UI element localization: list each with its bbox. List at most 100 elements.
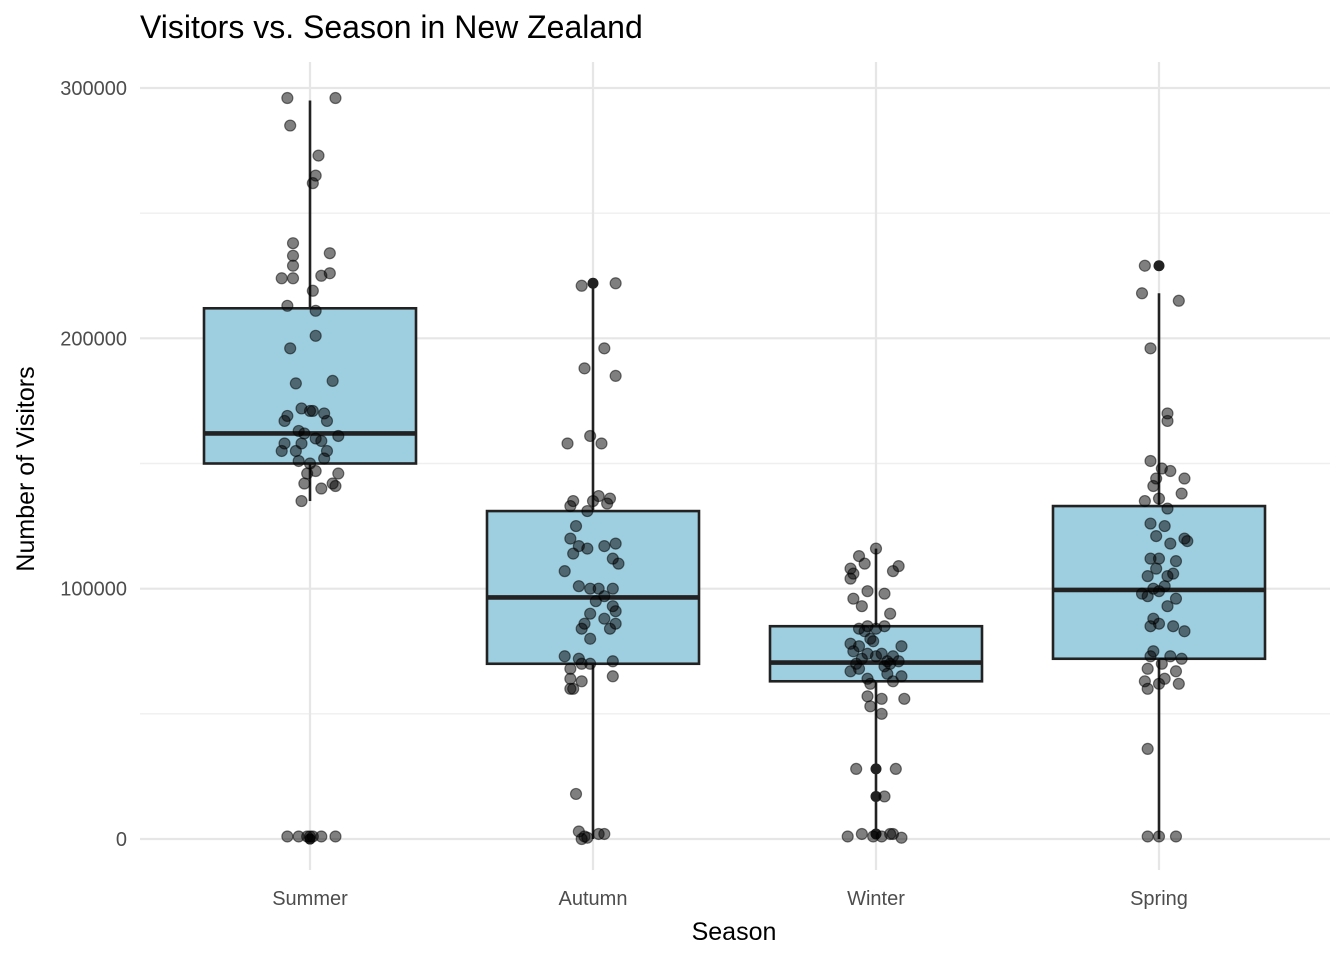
data-point: [309, 329, 322, 342]
data-point: [1169, 555, 1183, 568]
data-point: [1150, 562, 1163, 575]
box-spring: [1051, 260, 1267, 839]
data-point: [569, 519, 583, 533]
data-point: [1161, 502, 1174, 515]
data-point: [1175, 652, 1188, 665]
data-point: [584, 657, 597, 670]
data-point: [1169, 665, 1183, 678]
data-point: [315, 434, 328, 448]
data-point: [318, 452, 331, 465]
data-point: [878, 587, 891, 600]
jitter-points: [275, 91, 1194, 846]
data-point: [572, 580, 585, 593]
data-point: [1138, 259, 1151, 272]
data-point: [869, 542, 883, 555]
data-point: [1135, 587, 1149, 600]
data-point: [332, 467, 345, 480]
data-point: [1164, 537, 1177, 550]
data-point: [1152, 492, 1166, 505]
data-point: [1164, 464, 1177, 478]
x-tick-label: Summer: [272, 888, 348, 910]
data-point: [306, 177, 319, 190]
data-point: [861, 690, 874, 703]
data-point: [886, 565, 900, 578]
data-point: [875, 707, 888, 720]
data-point: [1172, 677, 1185, 690]
data-point: [286, 237, 300, 250]
data-point: [852, 622, 866, 635]
data-point: [309, 304, 322, 317]
data-point: [847, 645, 860, 658]
data-point: [869, 622, 883, 635]
data-point: [884, 827, 897, 841]
data-point: [606, 655, 619, 668]
data-point: [315, 482, 328, 495]
data-point: [609, 537, 622, 550]
box-autumn: [485, 277, 701, 839]
data-point: [323, 247, 336, 260]
y-axis-ticks: 0 100000 200000 300000: [60, 78, 127, 851]
data-point: [329, 91, 342, 105]
data-point: [1164, 650, 1177, 663]
data-point: [286, 259, 300, 272]
y-tick-label: 200000: [60, 328, 127, 350]
data-point: [581, 542, 594, 555]
data-point: [1152, 585, 1166, 598]
data-point: [878, 790, 891, 803]
data-point: [1152, 677, 1166, 690]
data-point: [292, 454, 305, 468]
data-point: [575, 279, 588, 292]
data-point: [584, 632, 597, 645]
data-point: [323, 267, 336, 280]
data-point: [1172, 294, 1185, 307]
data-point: [309, 464, 322, 478]
data-point: [1141, 830, 1154, 843]
data-point: [606, 670, 619, 683]
data-point: [1144, 342, 1157, 355]
y-tick-label: 0: [116, 829, 127, 851]
data-point: [598, 342, 611, 355]
data-point: [284, 342, 297, 355]
data-point: [312, 149, 325, 162]
data-point: [558, 565, 571, 578]
data-point: [609, 605, 622, 618]
x-tick-label: Spring: [1130, 888, 1188, 910]
data-point: [1161, 600, 1174, 613]
box-body: [1051, 504, 1267, 661]
data-point: [584, 429, 597, 443]
data-point: [884, 607, 897, 620]
data-point: [844, 572, 857, 585]
data-point: [898, 692, 911, 705]
data-point: [598, 612, 611, 625]
data-point: [1178, 472, 1191, 485]
data-point: [564, 532, 577, 545]
data-point: [1144, 650, 1157, 663]
data-point: [595, 437, 608, 450]
data-point: [864, 677, 877, 690]
data-point: [1161, 414, 1174, 428]
data-point: [850, 762, 863, 776]
data-point: [598, 540, 611, 553]
data-point: [278, 414, 291, 428]
data-point: [1147, 479, 1160, 493]
box-winter: [768, 548, 984, 840]
data-point: [575, 675, 588, 688]
data-point: [578, 362, 591, 375]
data-point: [289, 377, 302, 390]
data-point: [606, 582, 619, 595]
data-point: [858, 557, 871, 570]
data-point: [855, 600, 868, 613]
data-point: [852, 662, 866, 675]
data-point: [1150, 529, 1163, 543]
data-point: [564, 499, 577, 513]
data-point: [315, 830, 328, 843]
data-point: [567, 547, 580, 560]
data-point: [1155, 657, 1168, 670]
data-point: [286, 272, 300, 285]
data-point: [895, 831, 908, 844]
data-point: [1144, 552, 1157, 565]
data-point: [329, 830, 342, 843]
outlier-point: [587, 277, 599, 289]
data-point: [306, 404, 319, 418]
